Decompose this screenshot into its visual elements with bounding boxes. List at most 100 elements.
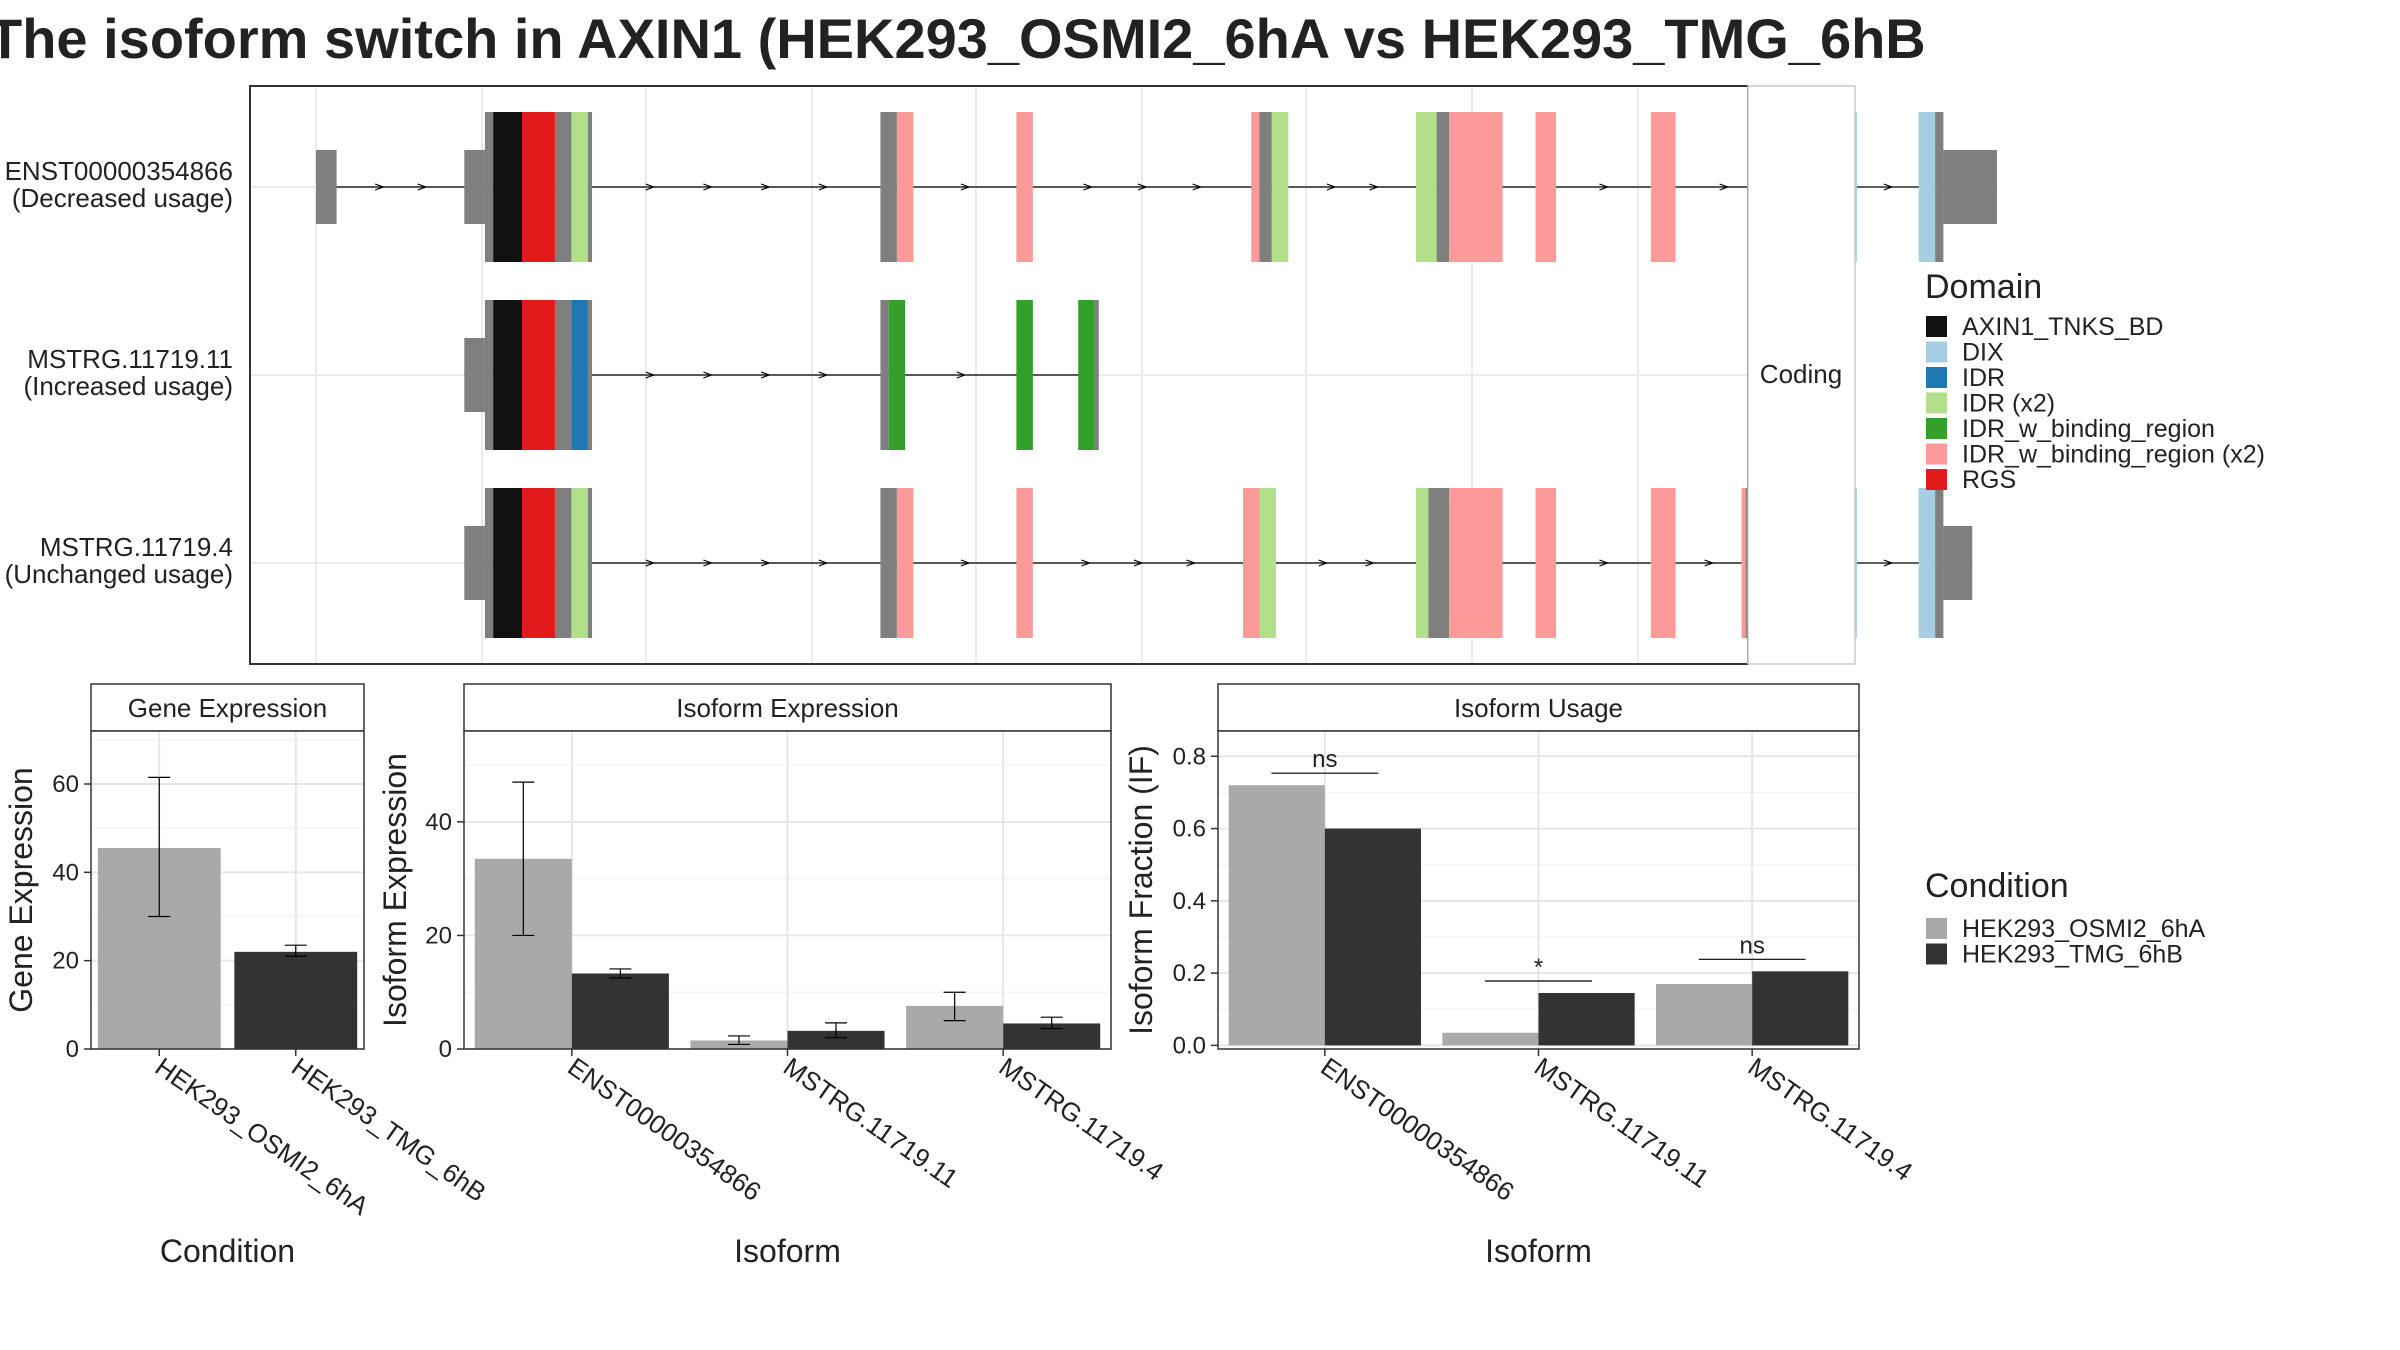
exon-rgs [522,488,555,638]
x-tick-label: MSTRG.11719.4 [1743,1051,1918,1186]
exon-axin1-tnks-bd [493,488,522,638]
intron-arrow [760,371,771,379]
legend-label: DIX [1962,339,2004,367]
y-tick-label: 0.4 [1173,888,1206,915]
legend-swatch [1926,443,1947,465]
transcript-usage-label: (Unchanged usage) [5,559,233,589]
bar-mstrg-11719-11-b [787,1030,885,1049]
intron-arrow [645,371,656,379]
significance-label: * [1534,954,1543,981]
facet-strip [1747,85,1856,665]
intron-arrow [645,559,656,567]
bar-hek293-tmg-6hb [234,951,358,1049]
domain-legend-item-rgs: RGS [1926,466,2016,494]
condition-legend-title: Condition [1925,867,2069,905]
y-tick-label: 0.6 [1173,816,1206,843]
intron-arrow [1192,183,1203,191]
exon-utr [464,526,485,600]
legend-swatch [1926,918,1947,939]
y-tick-label: 0.0 [1173,1032,1206,1059]
figure-title: The isoform switch in AXIN1 (HEK293_OSMI… [0,7,1926,70]
legend-swatch [1926,341,1947,363]
exon-idr-w-binding-region-x2 [1243,488,1260,638]
domain-legend-item-idr-x2: IDR (x2) [1926,390,2055,418]
legend-label: HEK293_TMG_6hB [1962,941,2183,969]
legend-swatch [1926,469,1947,490]
domain-legend-item-idr-w-binding-region: IDR_w_binding_region [1926,415,2215,443]
intron-arrow [956,371,967,379]
legend-label: RGS [1962,466,2016,494]
exon-axin1-tnks-bd [493,112,522,262]
bar-mstrg-11719-11-b [1538,992,1635,1046]
y-tick-label: 40 [425,809,452,836]
legend-label: IDR_w_binding_region [1962,415,2215,443]
exon-rgs [522,300,555,450]
bar-enst00000354866-b [1324,828,1421,1046]
intron-arrow [1326,183,1337,191]
y-tick-label: 60 [52,771,79,798]
intron-arrow [1599,183,1610,191]
x-tick-label: MSTRG.11719.4 [994,1051,1169,1186]
exon-utr [880,112,897,262]
domain-legend-item-idr-w-binding-region-x2: IDR_w_binding_region (x2) [1926,441,2265,469]
bar-mstrg-11719-4-a [1656,983,1753,1046]
transcript-id-label: ENST00000354866 [5,156,233,186]
y-axis-title: Isoform Expression [377,753,413,1027]
bar-enst00000354866-b [571,973,669,1049]
bar-mstrg-11719-4-b [1752,971,1849,1046]
y-tick-label: 0.2 [1173,960,1206,987]
exon-dix [1918,488,1936,638]
intron-arrow [1883,183,1894,191]
intron-arrow [645,183,656,191]
panel-strip-title: Isoform Usage [1454,693,1623,723]
domain-legend-item-axin1-tnks-bd: AXIN1_TNKS_BD [1926,313,2163,341]
x-axis-title: Condition [160,1233,295,1269]
intron-arrow [818,559,829,567]
intron-arrow [1133,559,1144,567]
panel-strip [90,683,365,732]
intron-arrow [960,559,971,567]
exon-idr-w-binding-region [1078,300,1095,450]
panel-strip [463,683,1112,732]
domain-legend-item-dix: DIX [1926,339,2004,367]
intron-arrow [1365,559,1376,567]
exon-utr [1094,300,1099,450]
exon-utr [880,300,889,450]
exon-utr [587,300,593,450]
transcript-mstrg-11719-11 [464,300,1099,450]
intron-arrow [960,183,971,191]
domain-legend-item-idr: IDR [1926,364,2005,392]
bar-enst00000354866-a [1228,785,1325,1046]
exon-idr-w-binding-region-x2 [1650,488,1676,638]
exon-utr [1943,150,1997,224]
legend-label: IDR (x2) [1962,390,2055,418]
exon-axin1-tnks-bd [493,300,522,450]
legend-swatch [1926,367,1947,388]
exon-rgs [522,112,555,262]
transcript-id-label: MSTRG.11719.11 [27,344,233,374]
exon-idr-x2 [1416,112,1437,262]
exon-utr [1935,112,1944,262]
bar-chart-panels: Gene Expression0204060HEK293_OSMI2_6hAHE… [3,683,1918,1269]
intron-arrow [1599,559,1610,567]
exon-utr [484,300,494,450]
intron-arrow [1081,559,1092,567]
y-axis-title: Isoform Fraction (IF) [1123,745,1159,1035]
exon-utr [316,150,337,224]
significance-label: ns [1739,932,1764,959]
intron-arrow [1318,559,1329,567]
x-tick-label: ENST00000354866 [1315,1051,1519,1207]
x-tick-label: ENST00000354866 [562,1051,766,1207]
exon-idr-w-binding-region-x2 [1016,488,1033,638]
intron-arrow [703,183,714,191]
exon-utr [587,488,593,638]
legend-label: IDR_w_binding_region (x2) [1962,441,2265,469]
exon-idr-w-binding-region [1016,300,1033,450]
y-axis-title: Gene Expression [3,767,39,1012]
y-tick-label: 20 [425,922,452,949]
exon-idr-w-binding-region [888,300,906,450]
